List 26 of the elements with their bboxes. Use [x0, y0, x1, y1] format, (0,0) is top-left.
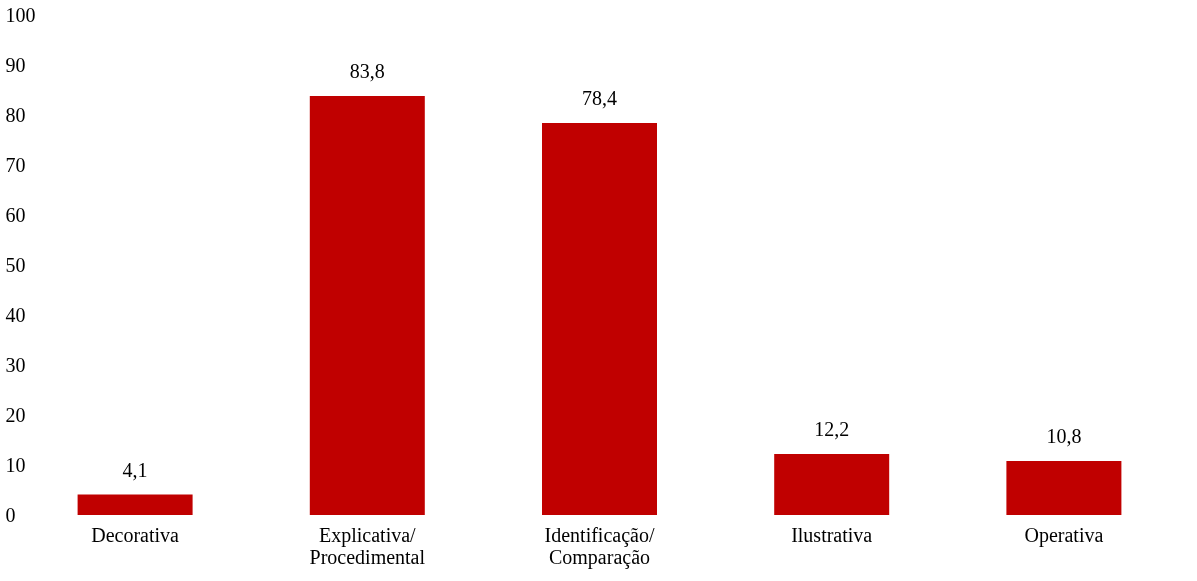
y-tick-label: 80 — [5, 103, 26, 126]
y-tick-label: 10 — [5, 453, 26, 476]
bar — [542, 123, 657, 515]
data-label: 78,4 — [582, 87, 617, 109]
x-tick-label: Explicativa/Procedimental — [309, 523, 426, 568]
y-tick-label: 90 — [5, 53, 26, 76]
bar — [309, 96, 425, 515]
y-tick-label: 40 — [5, 303, 26, 326]
data-label: 10,8 — [1046, 425, 1082, 447]
y-tick-label: 70 — [5, 153, 26, 176]
bar — [77, 494, 193, 515]
y-tick-label: 30 — [5, 353, 26, 376]
y-tick-label: 60 — [5, 203, 26, 226]
x-tick-label: Ilustrativa — [791, 523, 873, 546]
x-tick-label: Operativa — [1024, 523, 1104, 547]
y-tick-label: 100 — [5, 3, 36, 26]
y-tick-label: 50 — [5, 253, 26, 276]
y-tick-label: 20 — [5, 403, 26, 426]
y-tick-label: 0 — [5, 503, 16, 526]
bar — [1006, 461, 1122, 515]
data-label: 12,2 — [814, 418, 850, 440]
bar — [774, 454, 890, 515]
data-label: 4,1 — [122, 458, 148, 481]
x-tick-label: Identificação/Comparação — [544, 523, 655, 569]
x-tick-label: Decorativa — [91, 523, 180, 546]
data-label: 83,8 — [349, 60, 385, 82]
